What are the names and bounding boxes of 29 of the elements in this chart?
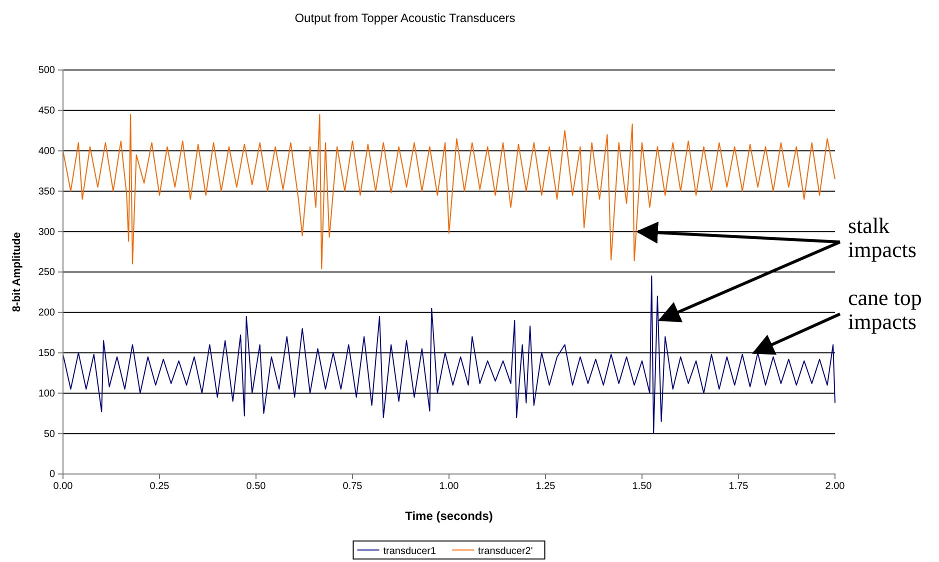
y-tick-label: 250 <box>38 267 56 278</box>
y-tick-label: 200 <box>38 308 56 319</box>
x-tick-label: 1.25 <box>536 481 556 492</box>
x-tick-label: 0.75 <box>342 481 363 492</box>
y-tick-label: 450 <box>38 106 56 117</box>
x-tick-label: 0.25 <box>150 481 170 492</box>
y-tick-label: 50 <box>44 428 56 440</box>
x-tick-label: 1.75 <box>728 481 749 492</box>
y-tick-label: 300 <box>38 226 56 238</box>
x-tick-label: 0.50 <box>246 481 266 492</box>
y-axis-title: 8-bit Amplitude <box>11 232 23 312</box>
legend-label: transducer1 <box>383 546 436 557</box>
x-axis-title: Time (seconds) <box>405 509 493 523</box>
x-tick-label: 2.00 <box>825 481 846 492</box>
line-series <box>62 276 836 434</box>
x-tick-label: 1.50 <box>632 481 652 492</box>
y-tick-label: 0 <box>49 469 56 480</box>
y-tick-label: 500 <box>38 65 56 76</box>
y-tick-label: 350 <box>38 186 56 198</box>
y-tick-label: 400 <box>38 146 56 157</box>
annotation: cane top impacts <box>848 285 922 334</box>
chart-title: Output from Topper Acoustic Transducers <box>294 11 516 25</box>
y-tick-label: 150 <box>38 348 56 359</box>
line-series <box>62 114 836 270</box>
legend-label: transducer2' <box>478 546 533 557</box>
annotation: stalk impacts <box>848 213 916 262</box>
x-tick-label: 0.00 <box>53 481 74 492</box>
x-tick-label: 1.00 <box>439 481 460 492</box>
y-tick-label: 100 <box>38 388 56 400</box>
